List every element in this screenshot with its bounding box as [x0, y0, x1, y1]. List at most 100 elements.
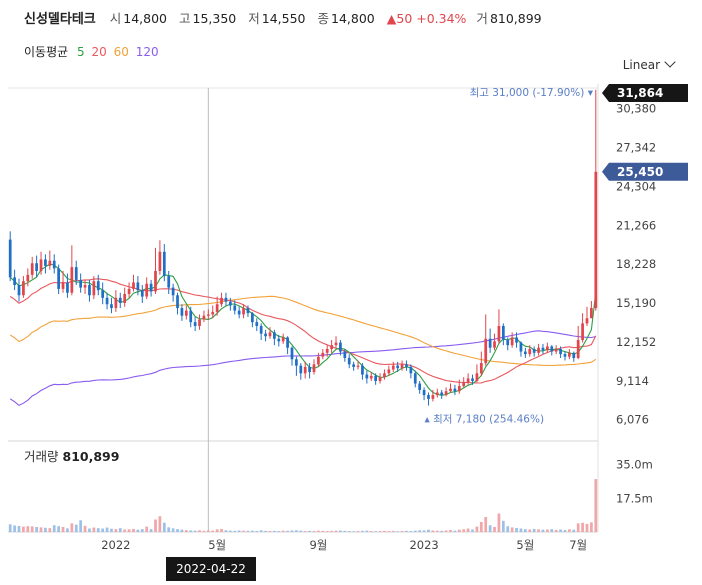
volume-bar	[541, 529, 545, 532]
candle-body	[158, 251, 162, 271]
candle-body	[281, 337, 285, 342]
candle-body	[101, 290, 105, 298]
candle-body	[312, 364, 316, 373]
volume-bar	[374, 531, 378, 532]
volume-bar	[422, 530, 426, 532]
volume-bar	[70, 523, 74, 532]
candle-body	[400, 364, 404, 369]
change-value: ▲50 +0.34%	[386, 11, 467, 26]
low-label: 저	[248, 11, 260, 26]
x-tick-label: 2023	[409, 538, 438, 552]
candle-body	[8, 239, 12, 278]
volume-tick-label: 17.5m	[616, 491, 653, 505]
volume-bar	[110, 528, 113, 532]
volume-bar	[427, 529, 430, 532]
close-value: 14,800	[331, 11, 375, 26]
candle-body	[295, 359, 298, 366]
volume-bar	[145, 526, 149, 532]
candle-body	[515, 337, 518, 343]
volume-bar	[431, 530, 435, 532]
volume-bar	[493, 526, 496, 532]
volume-bar	[202, 530, 206, 532]
volume-bar	[435, 530, 439, 532]
volume-bar	[361, 530, 364, 532]
candle-body	[251, 313, 254, 323]
candle-body	[466, 378, 470, 383]
volume-bar	[83, 525, 87, 532]
volume-bar	[475, 526, 479, 532]
volume-bar	[334, 530, 338, 532]
candle-body	[387, 369, 391, 374]
volume-bar	[184, 530, 188, 532]
volume-bar	[365, 530, 369, 532]
volume-bar	[268, 531, 272, 532]
volume-bar	[149, 529, 153, 532]
candle-body	[378, 377, 382, 381]
volume-tick-label: 35.0m	[616, 458, 653, 472]
ma-20: 20	[91, 45, 107, 59]
candle-body	[154, 270, 157, 292]
volume-bar	[17, 526, 21, 532]
volume-bar	[251, 530, 254, 532]
candle-body	[242, 308, 245, 315]
x-tick-label: 9월	[309, 538, 327, 552]
volume-bar	[154, 519, 157, 532]
volume-bar	[180, 529, 184, 532]
candle-body	[140, 290, 144, 297]
ma-5: 5	[77, 45, 85, 59]
candle-body	[347, 357, 351, 365]
candle-body	[519, 342, 523, 352]
candle-body	[215, 304, 219, 312]
high-label: 고	[179, 11, 191, 26]
candle-body	[57, 268, 60, 289]
open-value: 14,800	[123, 11, 168, 26]
candle-body	[383, 373, 386, 378]
candle-body	[537, 347, 540, 353]
candle-body	[136, 282, 140, 291]
volume-bar	[206, 530, 210, 532]
volume-bar	[383, 530, 386, 532]
low-annotation: ▴ 최저 7,180 (254.46%)	[424, 414, 544, 426]
ma-5-line	[9, 263, 597, 396]
volume-bar	[321, 530, 325, 532]
candle-body	[167, 276, 171, 288]
current-price-tag-bg	[602, 162, 688, 181]
scale-label: Linear	[622, 58, 660, 72]
volume-bar	[457, 529, 461, 532]
volume-bar	[162, 522, 166, 532]
price-tick-label: 21,266	[616, 218, 656, 232]
candle-body	[550, 346, 554, 352]
candle-body	[88, 285, 91, 296]
volume-bar	[22, 526, 25, 532]
scale-dropdown[interactable]: Linear	[622, 56, 676, 72]
candle-body	[237, 310, 241, 315]
candle-body	[484, 338, 488, 364]
candle-body	[510, 337, 514, 346]
candle-body	[365, 374, 369, 379]
volume-bar	[343, 530, 347, 532]
price-tick-label: 12,152	[616, 335, 656, 349]
volume-bar	[52, 525, 56, 532]
volume-bar	[264, 530, 267, 532]
volume-bar	[369, 531, 373, 532]
candle-body	[233, 305, 237, 311]
volume-bar	[44, 527, 47, 532]
candle-body	[405, 364, 408, 367]
candle-body	[176, 295, 179, 309]
volume-bar	[290, 530, 294, 532]
candle-body	[559, 349, 562, 355]
candle-body	[206, 314, 210, 316]
candle-body	[369, 375, 373, 379]
volume-bar	[211, 530, 215, 532]
moving-average-legend[interactable]: 이동평균 5 20 60 120	[24, 43, 164, 60]
candle-body	[356, 365, 360, 367]
candle-body	[286, 337, 289, 348]
volume-bar	[61, 526, 65, 532]
stock-header: 신성델타테크 시 14,800 고 15,350 저 14,550 종 14,800 ▲…	[24, 8, 550, 28]
volume-bar	[136, 529, 140, 532]
volume-bar	[30, 526, 34, 532]
volume-bar	[506, 526, 510, 532]
candle-body	[189, 310, 193, 323]
candle-body	[193, 322, 197, 326]
